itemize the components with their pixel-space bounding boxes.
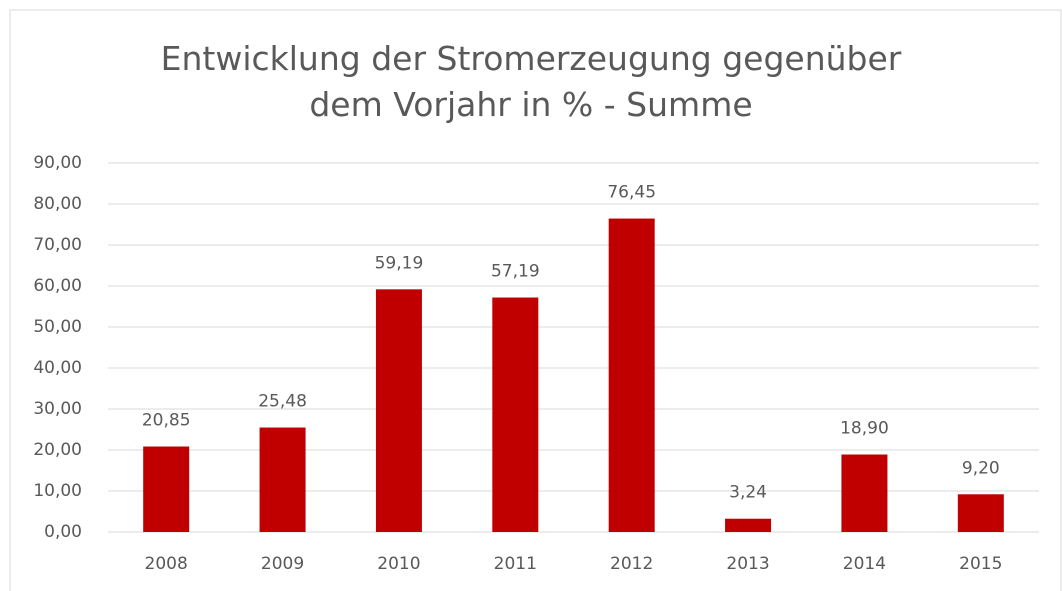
bar <box>725 518 772 532</box>
bar <box>492 297 539 532</box>
y-tick-label: 80,00 <box>33 194 82 214</box>
y-tick-label: 90,00 <box>33 153 82 173</box>
x-tick-label: 2013 <box>726 554 769 574</box>
y-tick-label: 70,00 <box>33 235 82 255</box>
bar <box>957 494 1004 532</box>
x-tick-label: 2011 <box>494 554 537 574</box>
y-tick-label: 20,00 <box>33 440 82 460</box>
chart-frame <box>9 9 1062 591</box>
x-tick-label: 2009 <box>261 554 304 574</box>
y-tick-label: 60,00 <box>33 276 82 296</box>
x-tick-label: 2014 <box>843 554 886 574</box>
data-label: 18,90 <box>840 419 889 439</box>
bar <box>259 427 306 532</box>
bar <box>375 289 422 532</box>
chart-title: Entwicklung der Stromerzeugung gegenüber… <box>160 39 902 124</box>
bar <box>841 454 888 532</box>
data-label: 20,85 <box>142 411 191 431</box>
x-tick-label: 2015 <box>959 554 1002 574</box>
x-tick-label: 2012 <box>610 554 653 574</box>
data-label: 9,20 <box>962 458 1000 478</box>
x-tick-label: 2010 <box>377 554 420 574</box>
data-label: 57,19 <box>491 262 540 282</box>
y-tick-label: 0,00 <box>44 522 82 542</box>
x-tick-label: 2008 <box>145 554 188 574</box>
y-tick-label: 10,00 <box>33 481 82 501</box>
y-tick-label: 50,00 <box>33 317 82 337</box>
bar <box>608 218 655 532</box>
data-label: 76,45 <box>607 183 656 203</box>
y-tick-label: 40,00 <box>33 358 82 378</box>
data-label: 25,48 <box>258 392 307 412</box>
y-tick-label: 30,00 <box>33 399 82 419</box>
data-label: 3,24 <box>729 483 767 503</box>
data-label: 59,19 <box>375 253 424 273</box>
bar <box>143 446 190 532</box>
